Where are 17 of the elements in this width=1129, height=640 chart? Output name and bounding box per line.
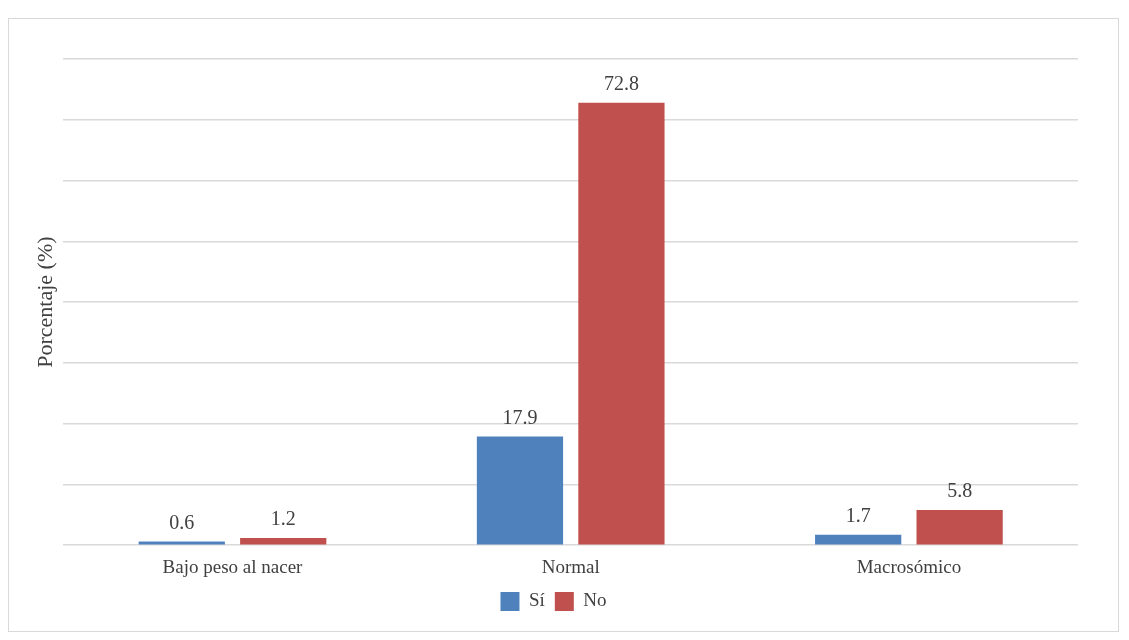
data-label: 5.8 bbox=[947, 479, 973, 502]
bar bbox=[240, 537, 327, 545]
y-axis-title: Porcentaje (%) bbox=[31, 236, 57, 368]
data-label: 72.8 bbox=[603, 72, 639, 95]
bar bbox=[476, 436, 564, 545]
bar bbox=[815, 534, 902, 545]
data-label: 1.2 bbox=[270, 507, 296, 530]
x-tick-label: Normal bbox=[541, 555, 600, 577]
legend-label: Sí bbox=[528, 589, 546, 611]
bar bbox=[916, 509, 1003, 545]
data-label: 0.6 bbox=[169, 510, 195, 533]
x-tick-label: Bajo peso al nacer bbox=[162, 555, 304, 577]
data-label: 17.9 bbox=[502, 405, 538, 428]
legend-label: No bbox=[583, 589, 607, 611]
bar bbox=[578, 102, 665, 545]
x-tick-label: Macrosómico bbox=[856, 555, 962, 577]
data-label: 1.7 bbox=[845, 504, 871, 527]
